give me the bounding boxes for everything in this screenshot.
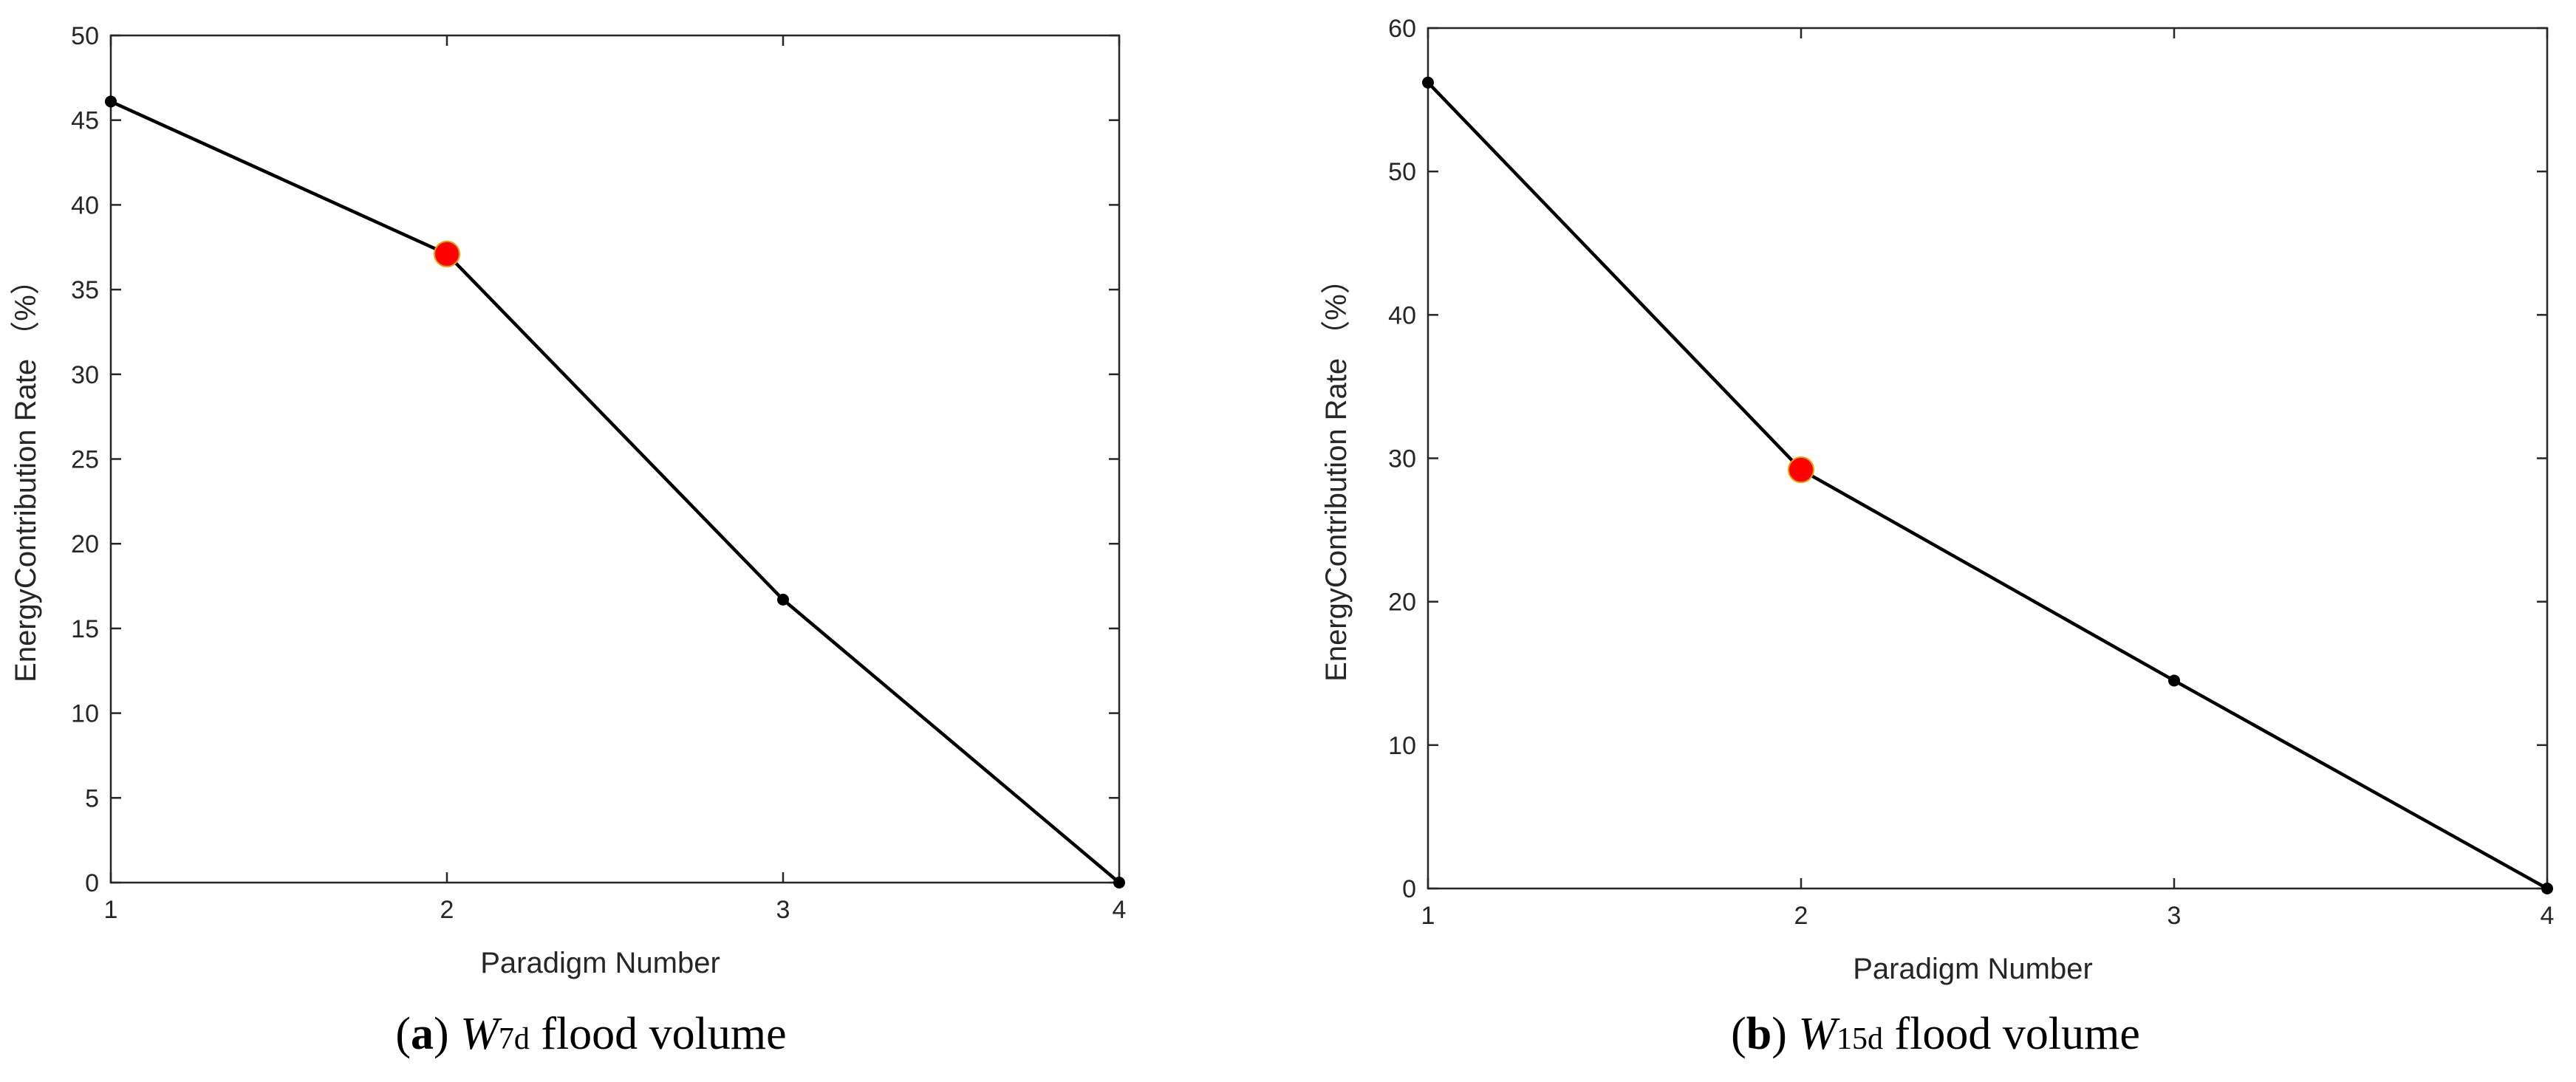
data-point bbox=[777, 593, 789, 606]
x-tick-label: 4 bbox=[2541, 902, 2555, 930]
caption-letter: a bbox=[411, 1009, 434, 1059]
y-tick-label: 0 bbox=[1402, 875, 1416, 903]
x-tick-label: 4 bbox=[1113, 896, 1127, 924]
y-tick-label: 30 bbox=[1388, 445, 1416, 473]
caption-text: flood volume bbox=[529, 1009, 787, 1059]
data-point bbox=[1422, 76, 1434, 89]
y-tick-label: 0 bbox=[85, 869, 99, 897]
y-axis-title: EnergyContribution Rate （%） bbox=[1320, 264, 1353, 682]
y-tick-label: 35 bbox=[71, 276, 99, 304]
y-tick-label: 60 bbox=[1388, 15, 1416, 43]
plot-frame bbox=[1427, 27, 2549, 890]
y-tick-label: 15 bbox=[71, 615, 99, 643]
y-tick-label: 25 bbox=[71, 446, 99, 474]
data-point bbox=[105, 95, 117, 108]
x-tick-label: 1 bbox=[1421, 902, 1435, 930]
y-tick-label: 45 bbox=[71, 107, 99, 135]
x-tick-label: 3 bbox=[2167, 902, 2182, 930]
y-tick-label: 10 bbox=[1388, 732, 1416, 760]
y-tick-label: 5 bbox=[85, 784, 99, 812]
y-tick-label: 30 bbox=[71, 361, 99, 389]
chart-a: 0 5 10 15 20 25 30 35 40 45 50 1 2 3 4 Paradigm Number E… bbox=[10, 22, 1126, 979]
y-tick-label: 40 bbox=[1388, 301, 1416, 329]
x-axis-title: Paradigm Number bbox=[480, 947, 720, 979]
y-tick-label: 10 bbox=[71, 700, 99, 728]
caption-variable: W bbox=[1798, 1009, 1837, 1059]
caption-subscript: 15d bbox=[1837, 1022, 1884, 1056]
data-point bbox=[2541, 883, 2553, 894]
data-point bbox=[2168, 674, 2180, 687]
caption-text: flood volume bbox=[1883, 1009, 2140, 1059]
x-tick-label: 2 bbox=[1794, 902, 1808, 930]
y-tick-label: 20 bbox=[1388, 589, 1416, 617]
x-tick-label: 1 bbox=[104, 896, 118, 924]
caption-variable: W bbox=[460, 1009, 499, 1059]
y-axis-title: EnergyContribution Rate （%） bbox=[10, 265, 42, 682]
caption-subscript: 7d bbox=[498, 1022, 530, 1056]
caption-letter: b bbox=[1746, 1009, 1772, 1059]
data-point bbox=[1113, 877, 1125, 888]
highlight-point bbox=[1788, 456, 1814, 484]
y-tick-label: 50 bbox=[71, 22, 99, 50]
caption-a: (a) W7d flood volume bbox=[395, 1009, 787, 1059]
y-tick-label: 40 bbox=[71, 191, 99, 219]
x-axis-title: Paradigm Number bbox=[1853, 953, 2093, 985]
highlight-point bbox=[434, 240, 460, 267]
series-line bbox=[110, 100, 1121, 884]
x-tick-label: 3 bbox=[776, 896, 790, 924]
series-line bbox=[1427, 81, 2549, 890]
x-tick-label: 2 bbox=[440, 896, 454, 924]
chart-b: 0 10 20 30 40 50 60 1 2 3 4 Paradigm Number EnergyCo… bbox=[1320, 15, 2554, 985]
y-tick-label: 20 bbox=[71, 530, 99, 558]
caption-b: (b) W15d flood volume bbox=[1731, 1009, 2140, 1059]
y-tick-label: 50 bbox=[1388, 158, 1416, 186]
